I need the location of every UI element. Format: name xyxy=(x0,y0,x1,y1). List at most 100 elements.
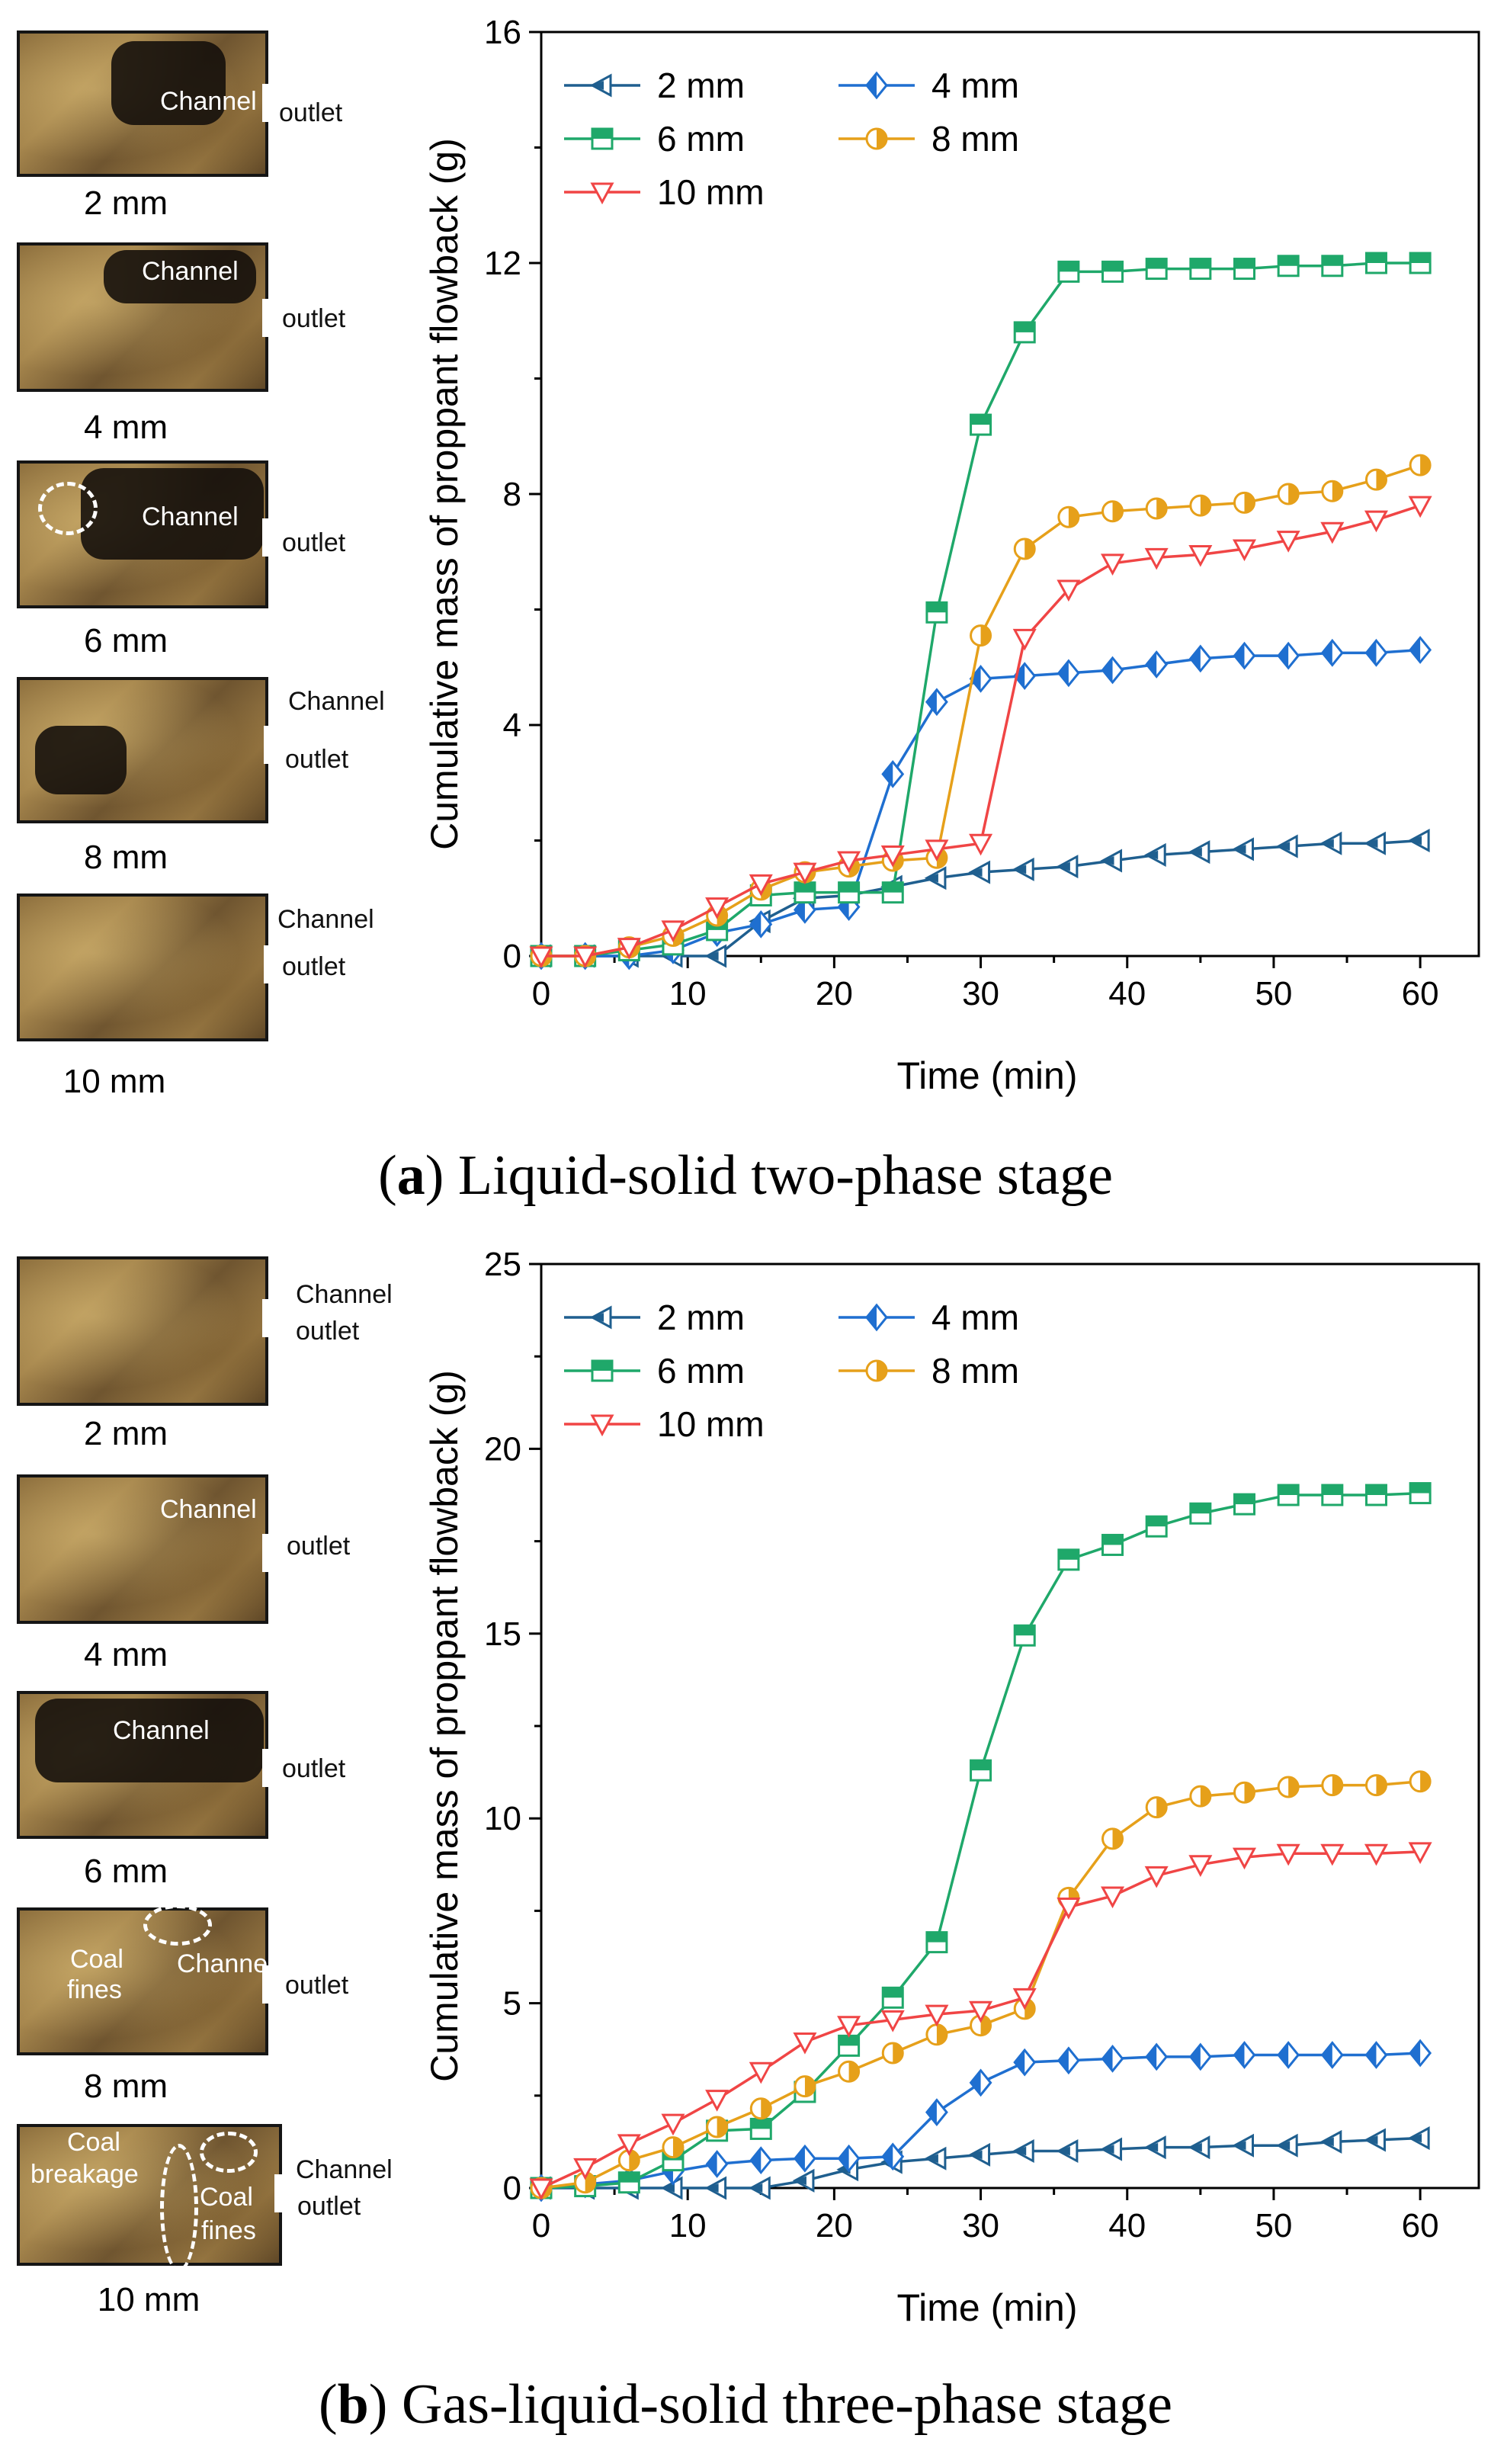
legend-item: 4 mm xyxy=(838,1298,1019,1337)
data-point xyxy=(1277,2041,1300,2069)
data-point xyxy=(838,2034,861,2057)
legend-label: 4 mm xyxy=(931,66,1019,105)
data-point xyxy=(880,2010,905,2032)
data-point xyxy=(1101,2044,1124,2073)
annotation-coal: Coal xyxy=(67,2128,120,2157)
sample-photo-8mm xyxy=(17,677,268,823)
data-point xyxy=(1189,258,1212,281)
data-point xyxy=(1232,1847,1257,1870)
photo-label: 6 mm xyxy=(84,1853,168,1890)
legend-label: 2 mm xyxy=(657,1298,745,1337)
legend-item: 6 mm xyxy=(564,1351,745,1391)
data-point xyxy=(1321,1484,1344,1506)
data-point xyxy=(1145,2042,1169,2071)
legend-marker xyxy=(589,73,612,98)
annotation-coal: Coal xyxy=(70,1945,123,1974)
legend-label: 8 mm xyxy=(931,119,1019,159)
data-point xyxy=(1012,857,1034,881)
x-axis-label: Time (min) xyxy=(896,2286,1077,2329)
data-point xyxy=(1319,831,1342,855)
y-tick-label: 8 xyxy=(503,476,521,513)
data-point xyxy=(880,845,905,868)
annotation-coal: Coal xyxy=(200,2183,253,2212)
data-point xyxy=(794,2075,816,2098)
data-point xyxy=(1144,842,1166,867)
data-point xyxy=(1319,2129,1342,2154)
data-point xyxy=(1057,1898,1081,1920)
data-point xyxy=(1144,1866,1169,1888)
legend-marker xyxy=(865,1303,888,1332)
data-point xyxy=(749,874,773,897)
data-point xyxy=(1189,494,1212,517)
annotation-channel: Channel xyxy=(288,687,385,716)
y-tick-label: 10 xyxy=(484,1800,521,1837)
data-point xyxy=(1101,553,1125,576)
legend-label: 4 mm xyxy=(931,1298,1019,1337)
data-point xyxy=(1364,638,1388,667)
data-point xyxy=(749,2176,771,2200)
data-point xyxy=(970,624,992,647)
annotation-outlet: outlet xyxy=(287,1532,351,1561)
x-tick-label: 20 xyxy=(816,975,853,1012)
data-point xyxy=(617,2134,641,2156)
x-tick-label: 10 xyxy=(669,975,707,1012)
data-point xyxy=(1277,483,1300,505)
data-point xyxy=(1277,1776,1300,1798)
data-point xyxy=(704,2176,727,2200)
sample-photo-6mm xyxy=(17,460,268,608)
data-point xyxy=(1232,837,1254,861)
data-point xyxy=(1100,2137,1123,2161)
annotation-channel: Channel xyxy=(142,502,239,531)
data-point xyxy=(793,862,817,885)
data-point xyxy=(837,851,861,874)
legend-marker xyxy=(865,1359,888,1382)
annotation-circle xyxy=(38,482,98,535)
data-point xyxy=(529,2178,553,2201)
data-point xyxy=(1188,644,1212,673)
y-tick-label: 25 xyxy=(484,1246,521,1283)
data-point xyxy=(1364,1484,1387,1506)
data-point xyxy=(1101,1827,1124,1850)
sample-photo-2mm xyxy=(17,30,268,177)
data-point xyxy=(924,866,947,890)
data-point xyxy=(925,688,948,717)
data-point xyxy=(1408,1842,1432,1864)
caption-text: Gas-liquid-solid three-phase stage xyxy=(387,2373,1172,2436)
annotation-channel: Channel xyxy=(142,257,239,286)
x-tick-label: 20 xyxy=(816,2207,853,2244)
annotation-outlet: outlet xyxy=(285,1971,349,2000)
data-point xyxy=(1145,497,1168,520)
data-point xyxy=(1188,2135,1210,2160)
caption-a: (a) Liquid-solid two-phase stage xyxy=(378,1144,1113,1207)
data-point xyxy=(1013,1624,1036,1647)
data-point xyxy=(1364,2128,1386,2152)
annotation-circle xyxy=(143,1904,212,1946)
data-point xyxy=(1101,1533,1124,1556)
caption-b: (b) Gas-liquid-solid three-phase stage xyxy=(318,2373,1172,2436)
data-point xyxy=(1276,2133,1298,2158)
data-point xyxy=(1057,505,1080,528)
annotation-outlet: outlet xyxy=(297,2192,361,2221)
annotation-channel: Channel xyxy=(160,87,257,116)
data-point xyxy=(881,2142,905,2171)
sample-photo-2mm xyxy=(17,1256,268,1406)
photo-label: 10 mm xyxy=(97,2281,200,2318)
data-point xyxy=(1100,849,1123,873)
data-point xyxy=(1101,656,1124,685)
data-point xyxy=(881,760,905,788)
data-point xyxy=(1012,628,1037,651)
data-point xyxy=(1145,258,1168,281)
data-point xyxy=(1277,255,1300,278)
series-8mm xyxy=(530,1770,1432,2199)
legend-item: 2 mm xyxy=(564,1298,745,1337)
x-tick-label: 40 xyxy=(1108,2207,1146,2244)
data-point xyxy=(573,2158,598,2180)
annotation-channel: Channel xyxy=(177,1949,274,1978)
legend-marker xyxy=(865,127,888,150)
data-point xyxy=(1145,650,1169,679)
data-point xyxy=(1364,468,1387,491)
y-axis-label: Cumulative mass of proppant flowback (g) xyxy=(423,1370,466,2082)
data-point xyxy=(749,2097,772,2120)
data-point xyxy=(1320,1843,1345,1866)
photo-label: 4 mm xyxy=(84,1636,168,1673)
